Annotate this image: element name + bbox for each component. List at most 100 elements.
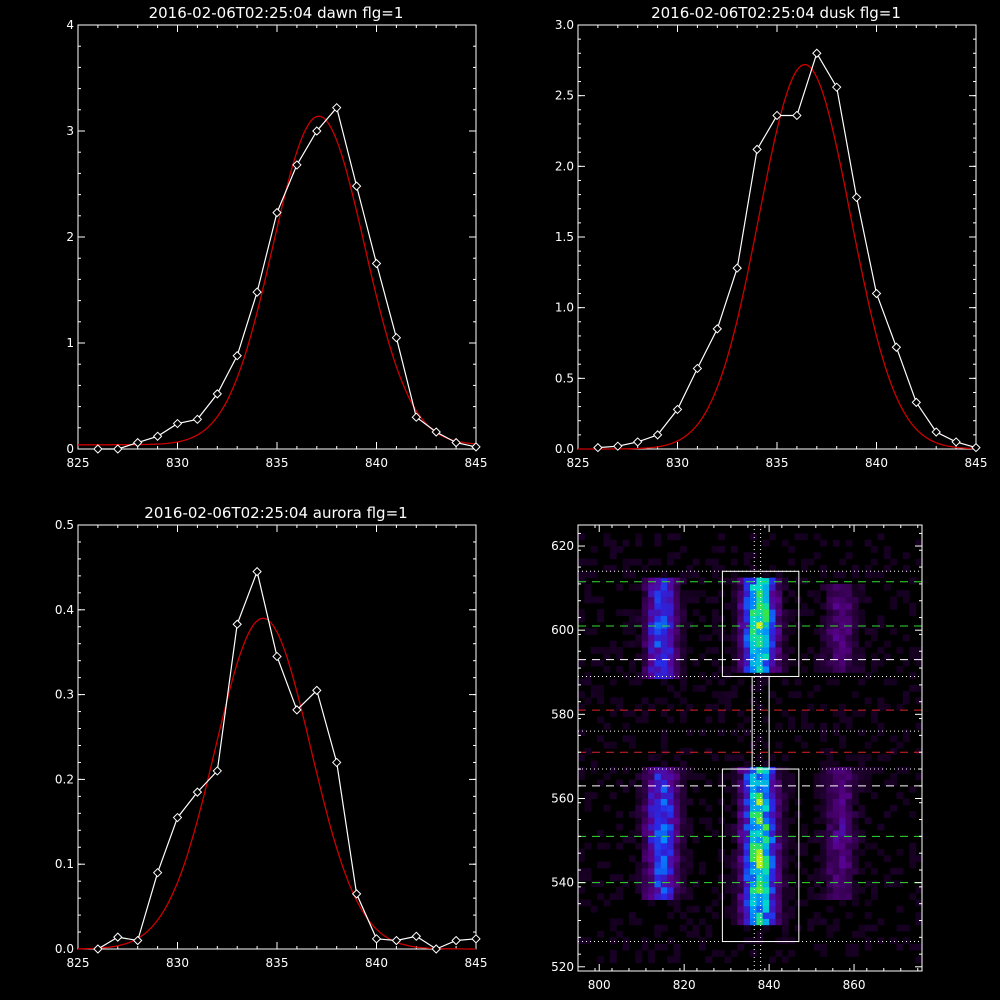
heatmap-cell <box>692 558 700 566</box>
heatmap-cell <box>851 842 859 850</box>
x-tick-label: 830 <box>666 456 689 470</box>
heatmap-cell <box>762 811 770 818</box>
heatmap-cell <box>813 867 821 875</box>
heatmap-cell <box>635 785 643 793</box>
heatmap-cell <box>737 710 745 717</box>
heatmap-cell <box>845 596 853 604</box>
heatmap-cell <box>839 659 847 667</box>
heatmap-cell <box>641 811 649 818</box>
heatmap-cell <box>603 899 611 907</box>
heatmap-cell <box>616 823 624 831</box>
heatmap-cell <box>737 830 745 837</box>
heatmap-cell <box>807 886 815 894</box>
heatmap-cell <box>769 956 776 964</box>
heatmap-cell <box>699 653 706 661</box>
heatmap-cell <box>801 602 808 610</box>
heatmap-cell <box>915 659 923 667</box>
x-tick-label: 840 <box>365 456 388 470</box>
heatmap-cell <box>686 729 694 736</box>
heatmap-cell <box>794 609 802 616</box>
heatmap-cell <box>864 899 872 907</box>
heatmap-cell <box>622 722 630 730</box>
heatmap-cell <box>851 571 859 579</box>
x-tick-label: 845 <box>465 456 488 470</box>
heatmap-cell <box>667 886 675 894</box>
heatmap-cell <box>622 710 630 717</box>
heatmap-cell <box>724 634 732 642</box>
heatmap-cell <box>820 867 827 875</box>
heatmap-cell <box>871 880 878 888</box>
heatmap-cell <box>858 729 866 736</box>
heatmap-cell <box>743 785 751 793</box>
heatmap-cell <box>743 766 751 774</box>
heatmap-cell <box>775 893 783 900</box>
heatmap-cell <box>730 729 738 736</box>
heatmap-cell <box>915 912 923 919</box>
heatmap-cell <box>578 571 585 579</box>
heatmap-cell <box>877 918 885 926</box>
heatmap-cell <box>902 565 910 572</box>
heatmap-cell <box>679 672 687 680</box>
heatmap-cell <box>584 937 592 945</box>
heatmap-cell <box>883 880 891 888</box>
heatmap-cell <box>813 653 821 661</box>
heatmap-cell <box>788 716 796 724</box>
heatmap-cell <box>679 659 687 667</box>
heatmap-cell <box>832 621 840 629</box>
heatmap-cell <box>877 754 885 762</box>
heatmap-cell <box>845 867 853 875</box>
heatmap-cell <box>660 697 668 705</box>
heatmap-cell <box>635 773 643 780</box>
heatmap-cell <box>851 943 859 951</box>
heatmap-cell <box>864 912 872 919</box>
heatmap-cell <box>629 830 636 837</box>
heatmap-cell <box>851 691 859 698</box>
heatmap-cell <box>801 823 808 831</box>
heatmap-cell <box>724 823 732 831</box>
heatmap-cell <box>686 766 694 774</box>
heatmap-cell <box>756 855 764 863</box>
heatmap-cell <box>756 577 764 585</box>
heatmap-cell <box>679 817 687 825</box>
heatmap-cell <box>902 552 910 560</box>
heatmap-cell <box>590 792 598 799</box>
heatmap-cell <box>813 659 821 667</box>
heatmap-cell <box>877 849 885 856</box>
heatmap-cell <box>654 874 662 881</box>
heatmap-cell <box>769 766 776 774</box>
heatmap-cell <box>845 880 853 888</box>
heatmap-cell <box>654 798 662 806</box>
heatmap-cell <box>711 703 719 711</box>
heatmap-cell <box>629 918 636 926</box>
heatmap-cell <box>603 653 611 661</box>
heatmap-cell <box>756 893 764 900</box>
heatmap-cell <box>851 590 859 597</box>
heatmap-cell <box>839 602 847 610</box>
heatmap-cell <box>660 653 668 661</box>
heatmap-cell <box>692 924 700 932</box>
heatmap-cell <box>699 672 706 680</box>
heatmap-cell <box>826 602 834 610</box>
heatmap-cell <box>890 880 897 888</box>
heatmap-cell <box>692 571 700 579</box>
heatmap-cell <box>896 880 904 888</box>
heatmap-cell <box>839 811 847 818</box>
heatmap-cell <box>679 773 687 780</box>
heatmap-cell <box>832 867 840 875</box>
heatmap-cell <box>699 937 706 945</box>
heatmap-cell <box>883 779 891 787</box>
heatmap-cell <box>648 811 655 818</box>
heatmap-cell <box>673 798 681 806</box>
heatmap-cell <box>711 659 719 667</box>
heatmap-cell <box>756 798 764 806</box>
heatmap-cell <box>788 628 796 635</box>
heatmap-cell <box>851 766 859 774</box>
heatmap-cell <box>648 817 655 825</box>
heatmap-cell <box>851 659 859 667</box>
heatmap-cell <box>648 577 655 585</box>
heatmap-cell <box>909 609 917 616</box>
heatmap-cell <box>635 703 643 711</box>
heatmap-cell <box>813 874 821 881</box>
heatmap-cell <box>756 886 764 894</box>
heatmap-cell <box>730 647 738 654</box>
